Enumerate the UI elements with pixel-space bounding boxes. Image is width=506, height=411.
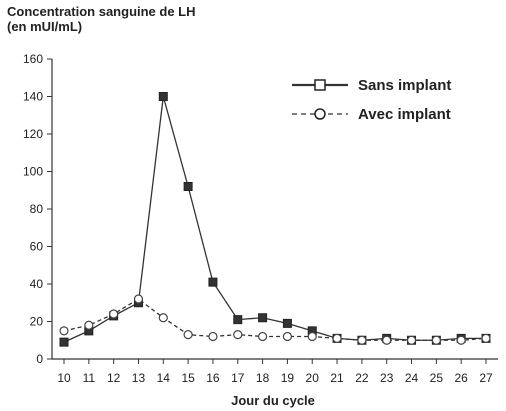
y-tick-label: 40 [30, 277, 44, 291]
x-axis-label: Jour du cycle [231, 393, 315, 408]
data-point-circle [208, 331, 218, 342]
x-tick-label: 23 [380, 371, 394, 385]
y-tick-label: 120 [23, 127, 43, 141]
x-tick-label: 16 [206, 371, 220, 385]
data-point-circle [158, 313, 168, 323]
data-point-circle [382, 335, 392, 345]
series-line [63, 96, 486, 343]
x-tick-label: 24 [405, 371, 419, 385]
x-tick-label: 22 [355, 371, 369, 385]
chart-axes [51, 59, 498, 360]
data-point-circle [307, 331, 317, 342]
x-tick-label: 20 [306, 371, 320, 385]
data-point-circle [183, 330, 193, 340]
data-point-square [183, 182, 193, 191]
x-axis-ticks: 10 11 12 13 14 15 16 17 18 19 20 21 22 23 24 25 26 27 [57, 359, 493, 385]
y-tick-label: 100 [23, 165, 43, 179]
data-point-circle [456, 335, 466, 345]
data-point-square [208, 277, 218, 287]
data-point-circle [84, 320, 94, 330]
x-tick-label: 15 [181, 371, 195, 385]
y-axis-ticks: 0 20 40 60 80 100 120 140 160 [23, 52, 52, 366]
y-tick-label: 160 [23, 52, 43, 66]
x-tick-label: 27 [479, 371, 493, 385]
data-point-square [233, 315, 243, 325]
x-tick-label: 13 [132, 371, 146, 385]
legend-label: Sans implant [358, 77, 451, 94]
data-point-circle [109, 309, 119, 319]
data-point-circle [481, 333, 491, 343]
data-point-circle [332, 333, 342, 343]
x-tick-label: 21 [330, 371, 344, 385]
x-tick-label: 11 [83, 371, 96, 385]
chart-legend: Sans implant Avec implant [292, 77, 451, 123]
chart-title-line-2: (en mUI/mL) [7, 19, 83, 34]
data-point-circle [431, 335, 441, 345]
x-tick-label: 26 [454, 371, 468, 385]
data-point-circle [282, 331, 293, 342]
x-tick-label: 19 [281, 371, 295, 385]
x-tick-label: 17 [231, 371, 245, 385]
y-tick-label: 60 [30, 240, 44, 254]
chart-title-line-1: Concentration sanguine de LH [7, 4, 196, 19]
data-point-circle [59, 326, 69, 336]
x-tick-label: 12 [107, 371, 121, 385]
legend-item: Avec implant [292, 106, 451, 123]
data-point-square [282, 318, 292, 328]
legend-marker-square [314, 79, 326, 91]
y-tick-label: 140 [23, 90, 43, 104]
legend-item: Sans implant [292, 77, 451, 94]
series-avec-implant [59, 294, 491, 345]
x-tick-label: 18 [256, 371, 270, 385]
y-tick-label: 80 [30, 202, 44, 216]
data-point-circle [133, 294, 144, 304]
data-point-circle [406, 335, 417, 345]
data-point-circle [257, 331, 268, 342]
data-point-square [258, 313, 268, 323]
y-tick-label: 0 [36, 352, 43, 366]
data-point-circle [233, 330, 243, 340]
chart-series [59, 92, 491, 347]
data-point-square [59, 337, 69, 347]
data-point-circle [357, 335, 367, 345]
legend-label: Avec implant [358, 106, 451, 123]
y-tick-label: 20 [30, 315, 44, 329]
data-point-square [158, 92, 168, 101]
series-line [63, 298, 487, 341]
x-tick-label: 14 [157, 371, 171, 385]
x-tick-label: 25 [430, 371, 444, 385]
x-tick-label: 10 [57, 371, 71, 385]
legend-marker-circle [314, 108, 326, 120]
